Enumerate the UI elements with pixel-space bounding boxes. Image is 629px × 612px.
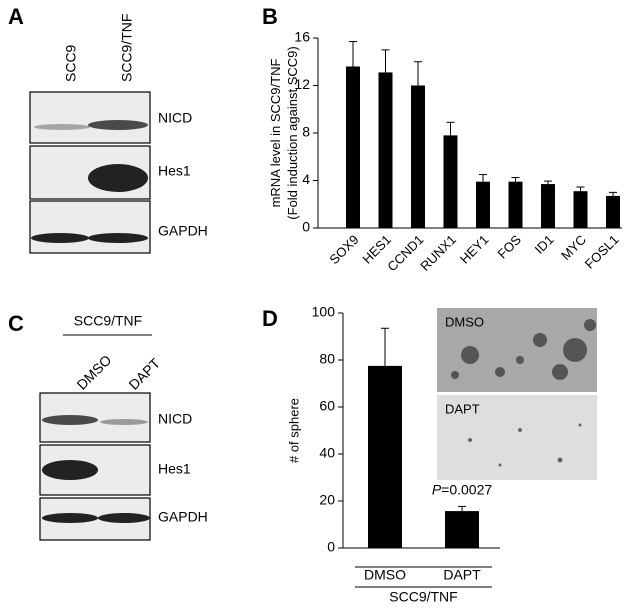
lane-label: SCC9/TNF xyxy=(119,14,135,82)
x-tick-label: DMSO xyxy=(364,567,406,583)
blot-label: GAPDH xyxy=(158,509,208,525)
error-bar xyxy=(349,41,357,67)
x-tick-label: DAPT xyxy=(443,567,481,583)
band xyxy=(88,164,148,192)
blot-label: Hes1 xyxy=(158,163,191,179)
y-tick-label: 0 xyxy=(327,539,335,555)
bar xyxy=(573,191,588,228)
bar xyxy=(378,72,393,228)
y-axis-label: mRNA level in SCC9/TNF xyxy=(268,59,283,208)
panel-letter: D xyxy=(262,306,278,331)
x-tick-label: ID1 xyxy=(532,232,557,257)
y-tick-label: 8 xyxy=(302,124,310,140)
y-tick-label: 40 xyxy=(319,445,335,461)
error-bar xyxy=(414,61,422,86)
group-label: SCC9/TNF xyxy=(389,589,457,605)
blot-label: GAPDH xyxy=(158,223,208,239)
error-bar xyxy=(381,327,389,366)
band xyxy=(42,513,98,523)
bar xyxy=(541,184,555,228)
y-tick-label: 80 xyxy=(319,351,335,367)
x-tick-label: FOSL1 xyxy=(582,232,622,272)
x-tick-label: FOS xyxy=(495,232,525,262)
x-tick-label: SOX9 xyxy=(326,232,361,267)
annotation: P=0.0027 xyxy=(432,481,493,497)
error-bar xyxy=(458,505,466,512)
inset-label: DAPT xyxy=(445,401,480,416)
error-bar xyxy=(576,186,585,192)
y-tick-label: 12 xyxy=(294,76,310,92)
annotation-part: P xyxy=(432,481,442,497)
bar xyxy=(411,85,425,228)
y-tick-label: 100 xyxy=(312,304,336,320)
error-bar xyxy=(511,177,520,182)
bar xyxy=(508,181,523,228)
band xyxy=(42,415,98,425)
blot-label: Hes1 xyxy=(158,461,191,477)
x-tick-label: RUNX1 xyxy=(417,232,459,274)
inset-image xyxy=(437,395,597,480)
error-bar xyxy=(381,49,390,73)
y-tick-label: 4 xyxy=(302,171,310,187)
bar xyxy=(445,511,479,548)
inset-label: DMSO xyxy=(445,314,484,329)
y-tick-label: 20 xyxy=(319,492,335,508)
bar xyxy=(606,195,620,228)
lane-label: SCC9 xyxy=(63,44,79,82)
bar xyxy=(346,66,360,228)
band xyxy=(88,120,148,130)
lane-label: DAPT xyxy=(125,355,163,393)
y-tick-label: 60 xyxy=(319,398,335,414)
error-bar xyxy=(544,180,552,185)
bar xyxy=(443,135,458,228)
x-tick-label: CCND1 xyxy=(384,232,426,274)
panel-letter: C xyxy=(8,311,24,336)
blot-label: NICD xyxy=(158,411,192,427)
band xyxy=(42,460,98,480)
band xyxy=(34,124,90,130)
y-tick-label: 16 xyxy=(294,29,310,45)
blot xyxy=(29,200,151,254)
group-label: SCC9/TNF xyxy=(74,313,142,329)
blot xyxy=(29,91,151,144)
y-tick-label: 0 xyxy=(302,219,310,235)
error-bar xyxy=(609,191,617,196)
y-axis-label: (Fold induction against SCC9) xyxy=(285,46,300,219)
band xyxy=(88,233,148,243)
bar xyxy=(368,365,402,548)
band xyxy=(98,513,150,523)
band xyxy=(100,419,148,425)
panel-letter: A xyxy=(8,4,24,29)
error-bar xyxy=(479,174,487,182)
band xyxy=(31,233,89,243)
lane-label: DMSO xyxy=(73,352,114,393)
blot-label: NICD xyxy=(158,110,192,126)
annotation-part: =0.0027 xyxy=(441,481,492,497)
bar xyxy=(476,181,490,228)
x-tick-label: HEY1 xyxy=(457,232,492,267)
y-axis-label: # of sphere xyxy=(286,398,301,463)
panel-letter: B xyxy=(262,4,278,29)
inset-image xyxy=(437,308,597,392)
error-bar xyxy=(446,121,455,136)
